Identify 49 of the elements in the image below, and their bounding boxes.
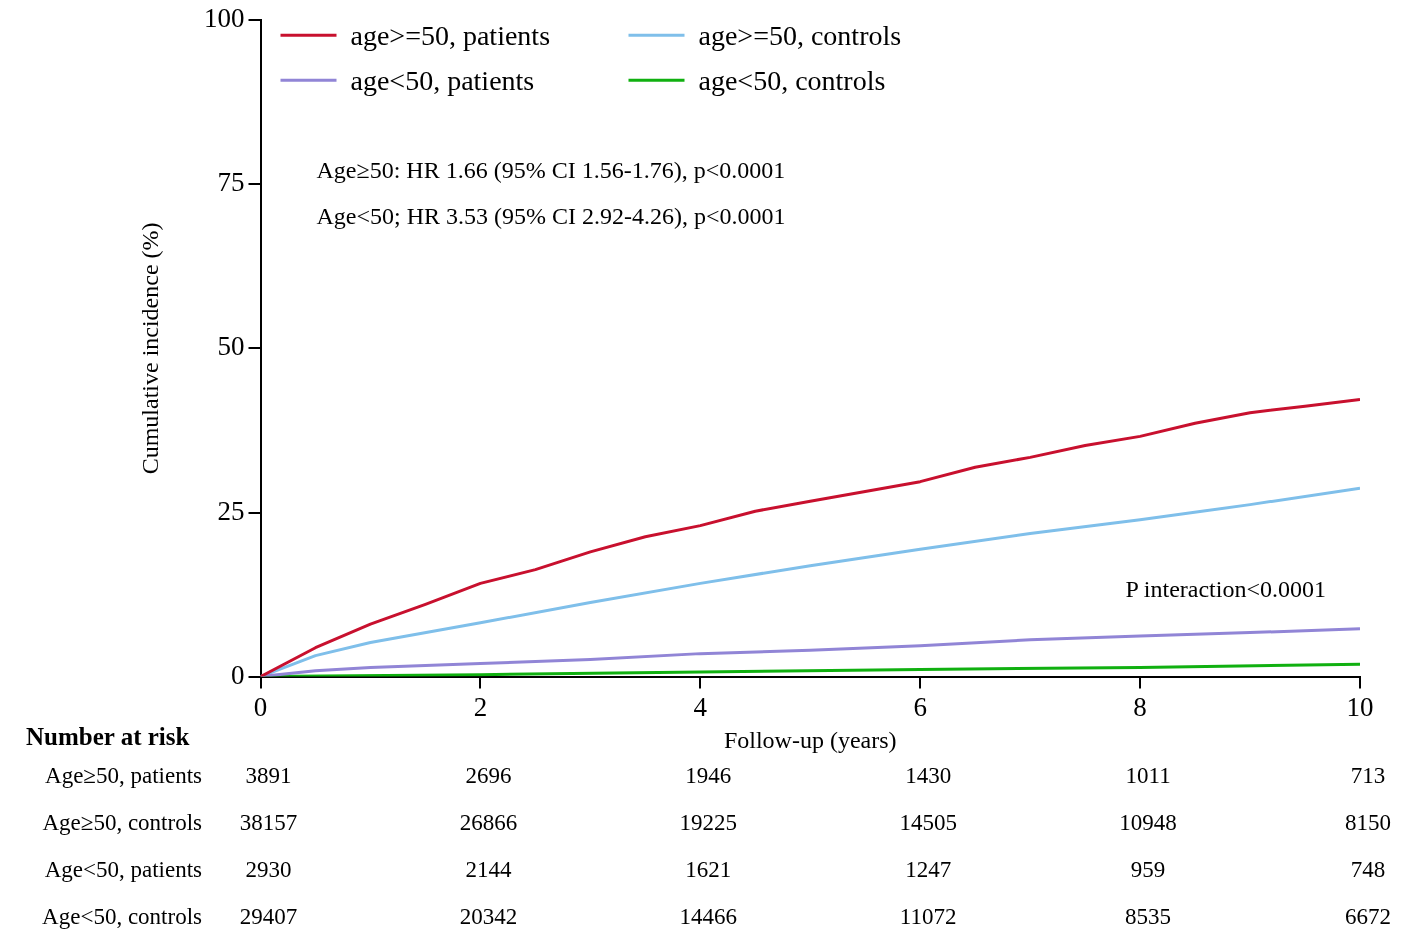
text: 8535	[1125, 904, 1172, 930]
text: Age<50, patients	[44, 857, 203, 883]
text: 14505	[899, 810, 957, 836]
text: 38157	[239, 810, 298, 836]
text: 2144	[465, 857, 512, 883]
annotation: P interaction<0.0001	[1125, 576, 1326, 603]
x-tick-label: 2	[473, 691, 488, 722]
x-tick-label: 4	[693, 691, 708, 722]
text: Number at risk	[26, 723, 190, 751]
y-tick-label: 100	[204, 3, 245, 34]
text: 8150	[1345, 810, 1391, 836]
y-tick-label: 50	[217, 331, 245, 362]
text: 29407	[239, 904, 298, 930]
text: Age≥50, controls	[42, 810, 203, 836]
text: 1247	[905, 857, 952, 883]
text: 10948	[1119, 810, 1177, 836]
annotation: Age<50; HR 3.53 (95% CI 2.92-4.26), p<0.0001	[316, 203, 786, 230]
x-axis-title: Follow-up (years)	[723, 727, 897, 754]
text: 2696	[465, 763, 512, 789]
text: 14466	[679, 904, 738, 930]
text: 1011	[1125, 763, 1171, 789]
text: 3891	[245, 763, 292, 789]
text: 1946	[685, 763, 732, 789]
text: 1621	[685, 857, 732, 883]
text: Age<50, controls	[42, 904, 203, 930]
y-tick-label: 25	[217, 495, 245, 526]
y-axis-title: Cumulative incidence (%)	[137, 222, 164, 475]
text: 713	[1350, 763, 1386, 789]
legend-label: age>=50, patients	[350, 19, 551, 51]
y-tick-label: 0	[231, 659, 245, 690]
text: 1430	[905, 763, 952, 789]
text: 26866	[459, 810, 518, 836]
text: 19225	[679, 810, 738, 836]
legend-label: age<50, controls	[698, 64, 886, 96]
x-tick-label: 0	[253, 691, 268, 722]
legend-label: age<50, patients	[350, 64, 535, 96]
text: 20342	[459, 904, 518, 930]
text: 748	[1350, 857, 1386, 883]
legend-label: age>=50, controls	[698, 19, 902, 51]
y-tick-label: 75	[217, 167, 245, 198]
annotation: Age≥50: HR 1.66 (95% CI 1.56-1.76), p<0.0001	[316, 157, 786, 184]
x-tick-label: 10	[1346, 691, 1374, 722]
text: 11072	[899, 904, 957, 930]
x-tick-label: 8	[1133, 691, 1147, 722]
text: Age≥50, patients	[45, 763, 203, 789]
text: 6672	[1345, 904, 1391, 930]
text: 2930	[245, 857, 292, 883]
x-tick-label: 6	[913, 691, 927, 722]
text: 959	[1130, 857, 1166, 883]
